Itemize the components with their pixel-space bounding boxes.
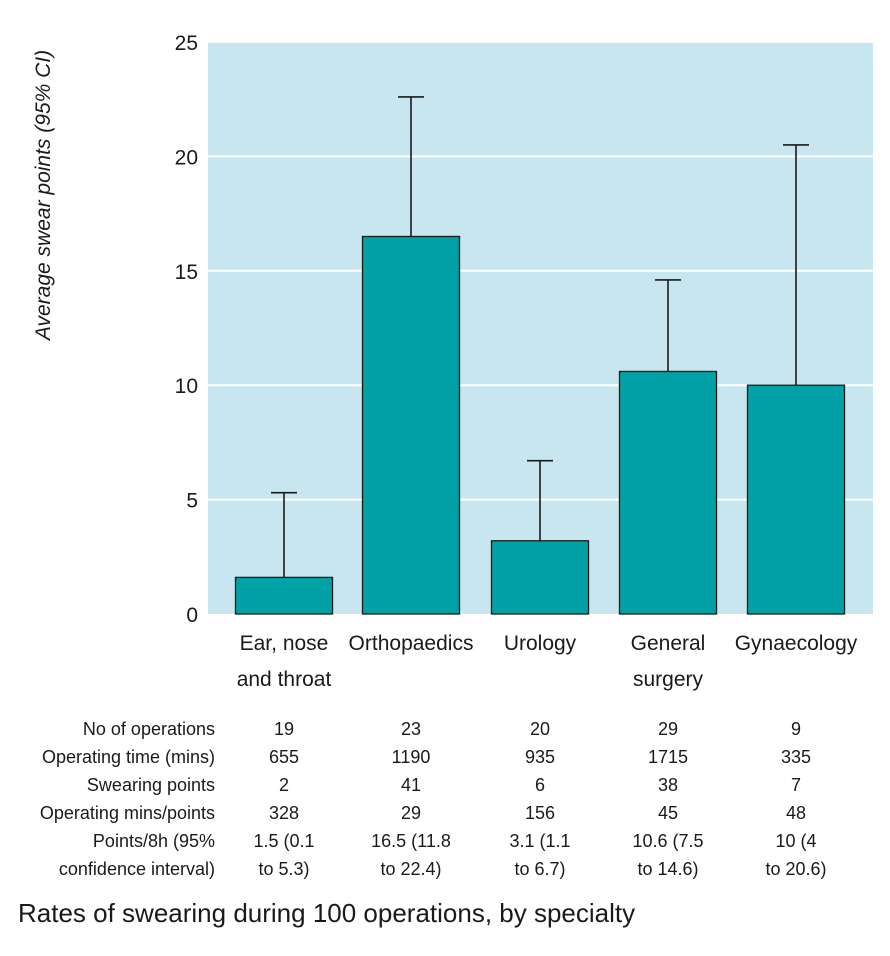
table-cell: 328: [269, 803, 299, 823]
table-cell: to 5.3): [258, 859, 309, 879]
table-cell: 2: [279, 775, 289, 795]
category-labels: Ear, nose and throat Orthopaedics Urology Ge…: [237, 632, 858, 691]
y-tick-label: 15: [175, 261, 198, 284]
bars: [234, 235, 846, 615]
y-axis-label: Average swear points (95% CI): [32, 50, 55, 342]
y-tick-label: 10: [175, 375, 198, 398]
figure-caption: Rates of swearing during 100 operations,…: [18, 898, 636, 928]
table-cell: 23: [401, 719, 421, 739]
table-cell: 10 (4: [775, 831, 816, 851]
table-cell: 16.5 (11.8: [371, 831, 451, 851]
table-cell: 7: [791, 775, 801, 795]
table-cell: 9: [791, 719, 801, 739]
table-row-label: Points/8h (95%: [93, 831, 215, 851]
table-cell: to 22.4): [380, 859, 441, 879]
table-cell: 156: [525, 803, 555, 823]
table-cell: 48: [786, 803, 806, 823]
table-cell: 3.1 (1.1: [509, 831, 570, 851]
table-row-label: confidence interval): [59, 859, 215, 879]
y-tick-label: 0: [186, 604, 198, 627]
table-cell: 45: [658, 803, 678, 823]
table-cell: to 20.6): [765, 859, 826, 879]
table-cell: 41: [401, 775, 421, 795]
category-label: Urology: [504, 632, 577, 655]
table-cell: to 14.6): [637, 859, 698, 879]
bar: [234, 576, 334, 615]
bar: [361, 235, 461, 615]
table-cell: 1715: [648, 747, 688, 767]
category-label: Ear, nose: [240, 632, 329, 655]
table-cell: 6: [535, 775, 545, 795]
table-row-label: Operating time (mins): [42, 747, 215, 767]
y-tick-label: 25: [175, 32, 198, 55]
table-row-label: Operating mins/points: [40, 803, 215, 823]
table-cell: 10.6 (7.5: [632, 831, 703, 851]
y-tick-label: 5: [186, 490, 198, 513]
table-cell: 29: [658, 719, 678, 739]
table-cell: 19: [274, 719, 294, 739]
category-label: Gynaecology: [735, 632, 858, 655]
table-cell: 335: [781, 747, 811, 767]
table-cell: 20: [530, 719, 550, 739]
table-row-label: No of operations: [83, 719, 215, 739]
table-cell: 1.5 (0.1: [253, 831, 314, 851]
category-label: surgery: [633, 668, 704, 691]
category-label: General: [631, 632, 706, 655]
y-tick-label: 20: [175, 146, 198, 169]
error-bars: [271, 96, 809, 578]
table-row-label: Swearing points: [87, 775, 215, 795]
summary-table: No of operations 19 23 20 29 9 Operating time …: [40, 719, 827, 879]
table-cell: 38: [658, 775, 678, 795]
table-cell: 29: [401, 803, 421, 823]
bar: [746, 384, 846, 615]
category-label: and throat: [237, 668, 332, 691]
table-cell: to 6.7): [514, 859, 565, 879]
table-cell: 1190: [392, 747, 431, 767]
category-label: Orthopaedics: [349, 632, 474, 655]
table-cell: 655: [269, 747, 299, 767]
bar: [618, 370, 718, 615]
y-axis-ticks: 0 5 10 15 20 25: [175, 32, 198, 627]
chart: 0 5 10 15 20 25 Ear, nose and throat Orthopaedi…: [32, 32, 873, 879]
table-cell: 935: [525, 747, 555, 767]
bar: [490, 540, 590, 615]
